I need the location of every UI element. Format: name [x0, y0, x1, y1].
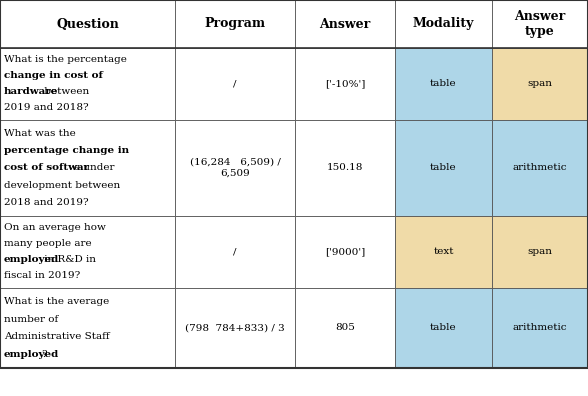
- Bar: [0, 288, 175, 368]
- Bar: [395, 216, 492, 288]
- Bar: [492, 48, 588, 120]
- Text: ?: ?: [41, 350, 47, 359]
- Bar: [395, 288, 492, 368]
- Text: 805: 805: [335, 324, 355, 333]
- Bar: [295, 48, 395, 120]
- Bar: [175, 120, 295, 216]
- Bar: [175, 0, 295, 48]
- Text: employed: employed: [4, 255, 59, 265]
- Text: arithmetic: arithmetic: [513, 324, 567, 333]
- Text: 2018 and 2019?: 2018 and 2019?: [4, 198, 89, 208]
- Text: Program: Program: [205, 17, 266, 30]
- Text: many people are: many people are: [4, 240, 92, 249]
- Text: table: table: [430, 324, 457, 333]
- Bar: [395, 0, 492, 48]
- Text: Question: Question: [56, 17, 119, 30]
- Bar: [0, 216, 175, 288]
- Text: in R&D in: in R&D in: [41, 255, 96, 265]
- Text: change in cost of: change in cost of: [4, 72, 103, 80]
- Text: fiscal in 2019?: fiscal in 2019?: [4, 272, 80, 280]
- Text: What was the: What was the: [4, 129, 76, 137]
- Text: 150.18: 150.18: [327, 164, 363, 173]
- Text: number of: number of: [4, 314, 58, 324]
- Text: (16,284   6,509) /
6,509: (16,284 6,509) / 6,509: [189, 158, 280, 178]
- Text: text: text: [433, 248, 454, 257]
- Text: On an average how: On an average how: [4, 223, 106, 232]
- Bar: [295, 288, 395, 368]
- Bar: [295, 216, 395, 288]
- Text: employed: employed: [4, 350, 59, 359]
- Bar: [0, 48, 175, 120]
- Bar: [175, 216, 295, 288]
- Text: ['9000']: ['9000']: [325, 248, 365, 257]
- Text: What is the average: What is the average: [4, 297, 109, 306]
- Text: span: span: [527, 80, 553, 88]
- Text: table: table: [430, 80, 457, 88]
- Text: span: span: [527, 248, 553, 257]
- Bar: [175, 48, 295, 120]
- Text: Answer: Answer: [319, 17, 370, 30]
- Bar: [395, 120, 492, 216]
- Text: Administrative Staff: Administrative Staff: [4, 332, 109, 341]
- Text: (798  784+833) / 3: (798 784+833) / 3: [185, 324, 285, 333]
- Bar: [492, 120, 588, 216]
- Text: 2019 and 2018?: 2019 and 2018?: [4, 103, 89, 112]
- Text: ['-10%']: ['-10%']: [325, 80, 365, 88]
- Text: Modality: Modality: [413, 17, 474, 30]
- Bar: [0, 120, 175, 216]
- Text: cost of softwar: cost of softwar: [4, 164, 89, 173]
- Bar: [0, 0, 175, 48]
- Bar: [295, 0, 395, 48]
- Text: arithmetic: arithmetic: [513, 164, 567, 173]
- Bar: [175, 288, 295, 368]
- Text: /: /: [233, 80, 237, 88]
- Bar: [395, 48, 492, 120]
- Text: hardware: hardware: [4, 88, 58, 97]
- Text: development between: development between: [4, 181, 121, 190]
- Bar: [295, 120, 395, 216]
- Bar: [492, 0, 588, 48]
- Text: e under: e under: [74, 164, 114, 173]
- Text: between: between: [41, 88, 89, 97]
- Bar: [492, 288, 588, 368]
- Text: What is the percentage: What is the percentage: [4, 55, 127, 65]
- Text: table: table: [430, 164, 457, 173]
- Bar: [492, 216, 588, 288]
- Text: percentage change in: percentage change in: [4, 146, 129, 155]
- Text: Answer
type: Answer type: [514, 10, 566, 38]
- Text: /: /: [233, 248, 237, 257]
